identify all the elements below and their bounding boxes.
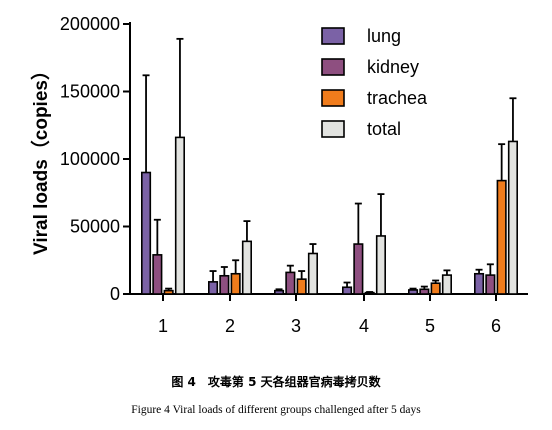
x-tick-label: 4 (359, 316, 369, 336)
bar-trachea (430, 282, 441, 295)
y-tick-label: 50000 (70, 217, 120, 237)
bar-total (174, 136, 185, 295)
bar-lung (473, 272, 485, 295)
bar-lung (341, 286, 353, 295)
bar-total (241, 240, 252, 295)
x-tick-label: 5 (425, 316, 435, 336)
x-ticks: 1 2 3 4 5 6 (158, 294, 501, 336)
legend-swatch-lung (321, 27, 345, 45)
y-tick-label: 0 (110, 284, 120, 304)
legend: lung kidney trachea total (321, 26, 428, 139)
y-tick-label: 100000 (60, 149, 120, 169)
y-tick-label: 200000 (60, 14, 120, 34)
bar-kidney (353, 243, 364, 295)
bar-trachea (230, 272, 241, 295)
bar-lung (208, 281, 219, 295)
legend-label-total: total (367, 119, 401, 139)
bar-total (441, 274, 453, 295)
x-tick-label: 1 (158, 316, 168, 336)
bar-trachea (496, 179, 507, 295)
y-tick-label: 150000 (60, 82, 120, 102)
legend-label-trachea: trachea (367, 88, 428, 108)
y-axis-label: Viral loads（copies） (29, 61, 52, 255)
x-tick-label: 6 (491, 316, 501, 336)
legend-swatch-kidney (321, 58, 345, 76)
bar-trachea (296, 278, 307, 295)
legend-swatch-total (321, 120, 345, 138)
figure-caption-chinese: 图 4 攻毒第 5 天各组器官病毒拷贝数 (171, 374, 381, 389)
figure-caption-english: Figure 4 Viral loads of different groups… (131, 404, 421, 416)
bar-lung (141, 171, 152, 295)
error-bars (142, 37, 517, 293)
x-tick-label: 3 (291, 316, 301, 336)
legend-label-lung: lung (367, 26, 401, 46)
legend-swatch-trachea (321, 89, 345, 107)
legend-label-kidney: kidney (367, 57, 419, 77)
bar-kidney (219, 274, 230, 295)
bar-total (375, 235, 387, 295)
bars (141, 136, 519, 295)
bar-total (507, 140, 519, 295)
bar-trachea (163, 289, 174, 295)
bar-kidney (419, 288, 430, 295)
bar-lung (273, 289, 285, 295)
bar-kidney (285, 271, 296, 295)
bar-total (307, 252, 319, 295)
bar-lung (407, 289, 419, 295)
x-tick-label: 2 (225, 316, 235, 336)
bar-kidney (152, 254, 163, 295)
y-ticks: 0 50000 100000 150000 200000 (60, 14, 130, 304)
bar-kidney (485, 274, 496, 295)
